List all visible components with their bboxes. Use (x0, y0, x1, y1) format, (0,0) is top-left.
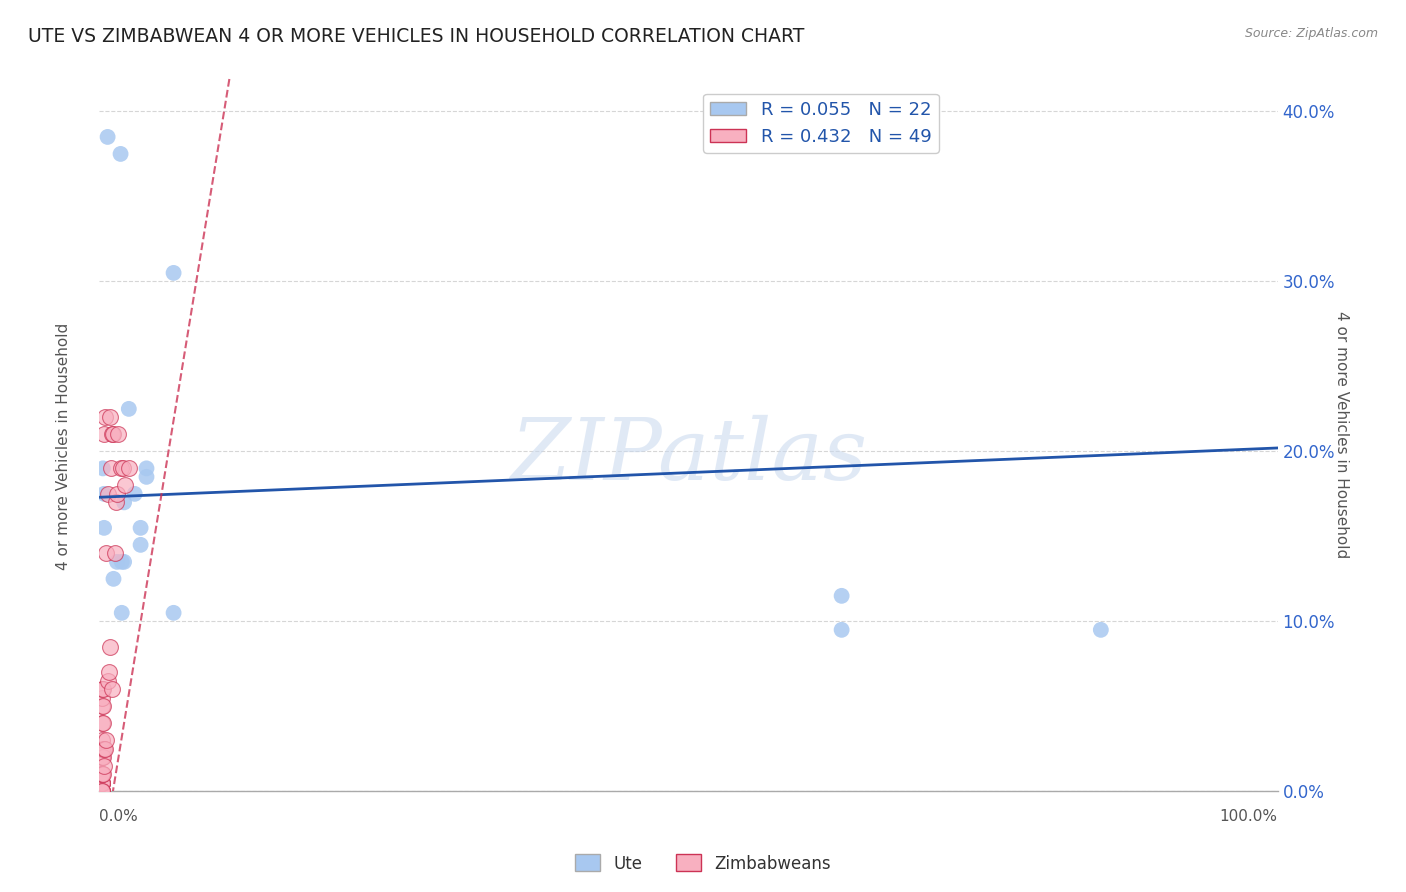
Point (111, 555, 134, 569)
Point (105, 487, 128, 501)
Point (93, 521, 115, 535)
Point (91, 682, 114, 697)
Point (100, 461, 122, 475)
Point (98, 410, 121, 425)
Point (103, 427, 125, 442)
Legend: Ute, Zimbabweans: Ute, Zimbabweans (568, 847, 838, 880)
Point (94, 741, 117, 756)
Point (91, 750, 114, 764)
Point (90, 784, 112, 798)
Point (124, 487, 146, 501)
Point (90, 690, 112, 705)
Point (831, 623, 853, 637)
Point (90, 750, 112, 764)
Text: UTE VS ZIMBABWEAN 4 OR MORE VEHICLES IN HOUSEHOLD CORRELATION CHART: UTE VS ZIMBABWEAN 4 OR MORE VEHICLES IN … (28, 27, 804, 45)
Point (129, 521, 152, 535)
Point (90, 784, 112, 798)
Point (93, 427, 115, 442)
Text: 4 or more Vehicles in Household: 4 or more Vehicles in Household (56, 322, 70, 570)
Point (94, 410, 117, 425)
Point (1090, 623, 1112, 637)
Point (105, 555, 128, 569)
Point (111, 606, 134, 620)
Point (90, 776, 112, 790)
Legend: R = 0.055   N = 22, R = 0.432   N = 49: R = 0.055 N = 22, R = 0.432 N = 49 (703, 94, 939, 153)
Point (135, 461, 157, 475)
Point (831, 589, 853, 603)
Point (91, 767, 114, 781)
Point (101, 427, 124, 442)
Point (90, 767, 112, 781)
Point (98, 640, 121, 654)
Point (112, 555, 135, 569)
Y-axis label: 4 or more Vehicles in Household: 4 or more Vehicles in Household (1334, 310, 1348, 558)
Point (93, 759, 115, 773)
Point (90, 699, 112, 714)
Point (162, 266, 184, 280)
Point (91, 461, 114, 475)
Point (90, 682, 112, 697)
Point (118, 461, 141, 475)
Point (93, 741, 115, 756)
Point (101, 682, 124, 697)
Point (114, 478, 136, 492)
Point (90, 716, 112, 731)
Point (111, 461, 134, 475)
Point (129, 538, 152, 552)
Point (118, 401, 141, 416)
Point (135, 470, 157, 484)
Text: Source: ZipAtlas.com: Source: ZipAtlas.com (1244, 27, 1378, 40)
Point (96, 733, 118, 747)
Point (93, 487, 115, 501)
Point (90, 784, 112, 798)
Point (90, 767, 112, 781)
Text: 0.0%: 0.0% (100, 809, 138, 824)
Point (90, 750, 112, 764)
Point (110, 147, 132, 161)
Point (110, 461, 132, 475)
Point (90, 784, 112, 798)
Point (90, 733, 112, 747)
Point (90, 784, 112, 798)
Point (90, 776, 112, 790)
Point (103, 572, 125, 586)
Point (97, 673, 120, 688)
Point (97, 130, 120, 145)
Point (107, 427, 129, 442)
Point (97, 665, 120, 680)
Point (162, 606, 184, 620)
Point (91, 716, 114, 731)
Point (90, 741, 112, 756)
Text: 100.0%: 100.0% (1219, 809, 1278, 824)
Point (90, 776, 112, 790)
Point (112, 495, 135, 509)
Text: ZIPatlas: ZIPatlas (510, 415, 868, 497)
Point (97, 487, 120, 501)
Point (90, 776, 112, 790)
Point (104, 495, 127, 509)
Point (96, 546, 118, 560)
Point (90, 767, 112, 781)
Point (91, 699, 114, 714)
Point (104, 546, 127, 560)
